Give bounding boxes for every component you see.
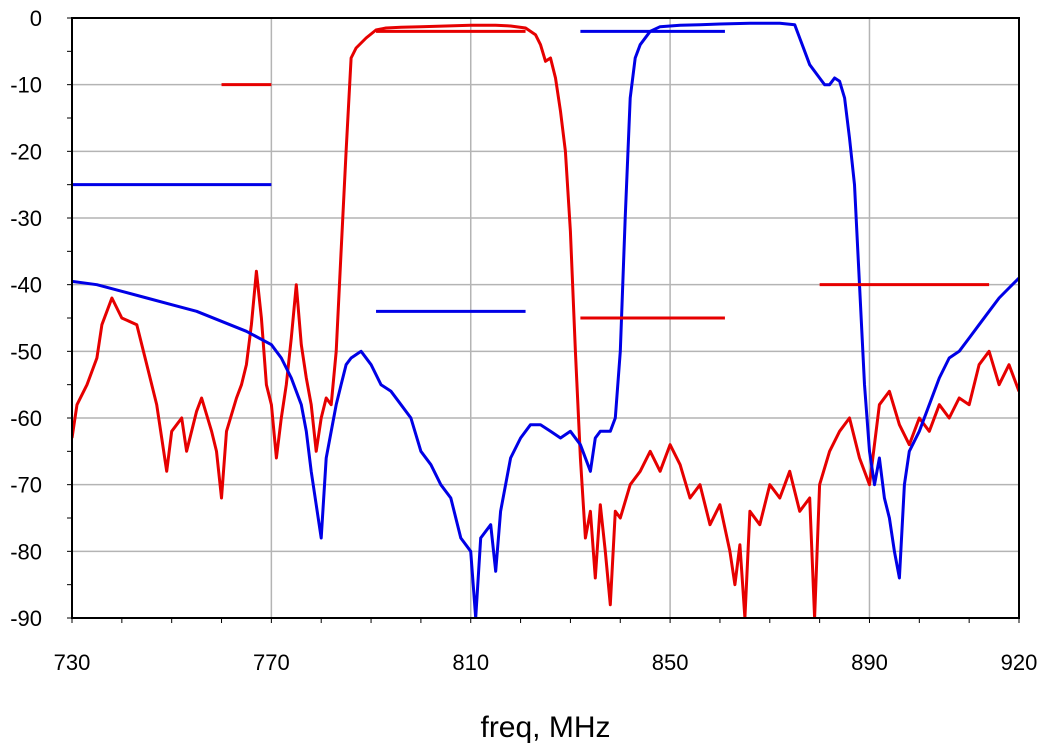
x-tick-label: 810 [452,650,489,675]
x-tick-label: 730 [54,650,91,675]
y-tick-label: -60 [10,406,42,431]
y-tick-label: -80 [10,539,42,564]
y-tick-label: -50 [10,339,42,364]
series-line-2 [72,21,1019,618]
y-tick-label: 0 [30,6,42,31]
tick-labels: 730 770 810 850 890 920 0 -10 -20 -30 -40 -50 -60 -70… [10,6,1037,675]
y-tick-label: -70 [10,473,42,498]
y-tick-label: -90 [10,606,42,631]
grid [72,18,1019,618]
y-tick-label: -10 [10,73,42,98]
x-tick-label: 920 [1001,650,1038,675]
tick-marks [67,17,1020,623]
x-tick-label: 770 [253,650,290,675]
plot-frame [71,17,1020,619]
x-axis-title: freq, MHz [480,711,610,744]
plot-area [72,21,1019,618]
x-tick-label: 890 [851,650,888,675]
y-tick-label: -30 [10,206,42,231]
x-tick-label: 850 [652,650,689,675]
series-line-1 [72,23,1019,618]
y-tick-label: -20 [10,139,42,164]
y-tick-label: -40 [10,273,42,298]
